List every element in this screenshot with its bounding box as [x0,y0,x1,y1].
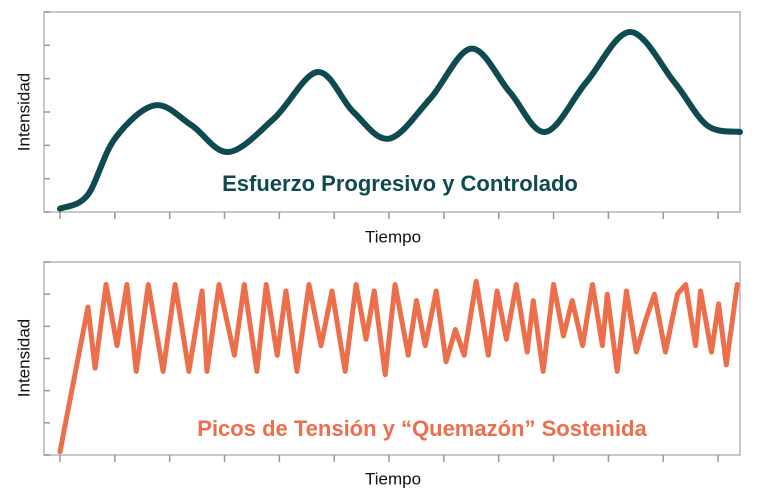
chart-title: Esfuerzo Progresivo y Controlado [222,171,578,196]
data-line [57,278,740,455]
data-line [57,29,743,212]
y-axis-label: Intensidad [14,73,33,151]
y-axis-label: Intensidad [14,319,33,397]
x-axis-label: Tiempo [365,469,421,488]
x-axis-label: Tiempo [365,227,421,246]
chart-title: Picos de Tensión y “Quemazón” Sostenida [197,416,647,441]
plot-frame [43,11,741,213]
